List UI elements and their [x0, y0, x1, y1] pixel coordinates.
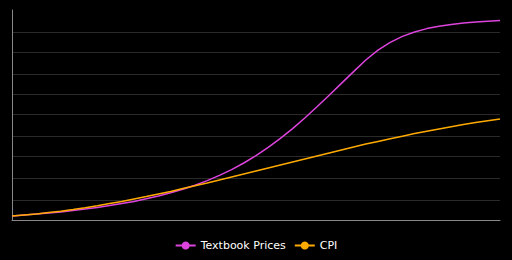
- svg-text:CPI: CPI: [320, 239, 338, 252]
- svg-text:Textbook Prices: Textbook Prices: [200, 239, 286, 252]
